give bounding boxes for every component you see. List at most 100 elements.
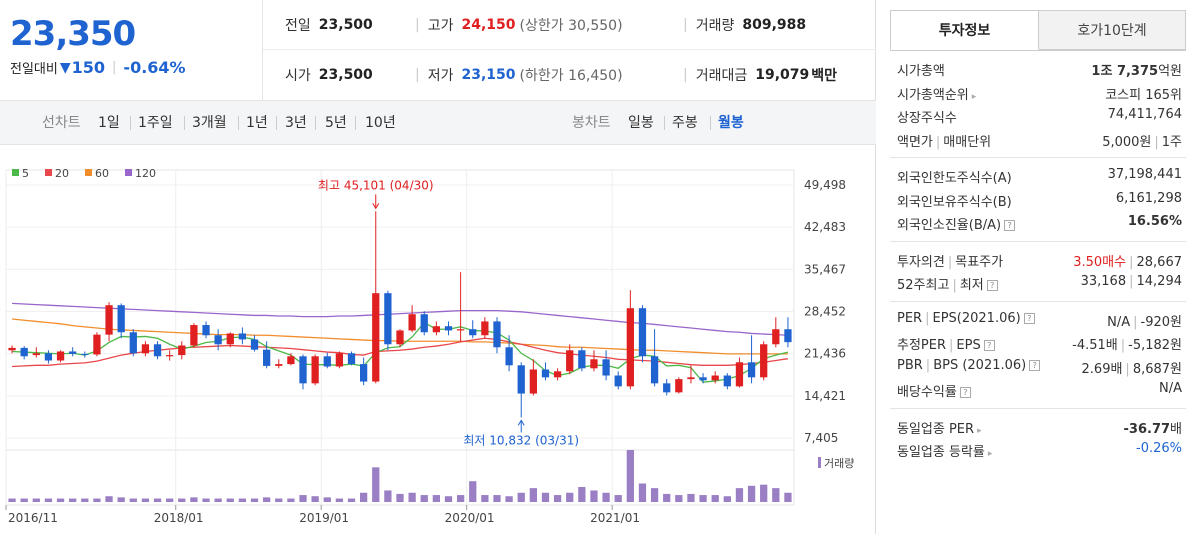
divider: | bbox=[947, 254, 953, 270]
help-icon[interactable]: ? bbox=[959, 387, 971, 398]
candle-body bbox=[650, 356, 659, 384]
volume-bar bbox=[32, 498, 40, 502]
volume-bar bbox=[335, 498, 344, 502]
period-10year[interactable]: 10년 bbox=[365, 115, 396, 131]
current-price: 23,350 bbox=[10, 14, 136, 54]
divider: | bbox=[112, 60, 117, 75]
tab-invest-info[interactable]: 투자정보 bbox=[890, 10, 1039, 50]
volume-bar bbox=[117, 497, 125, 502]
volume-bar bbox=[760, 484, 768, 502]
open-value: 23,500 bbox=[318, 67, 373, 83]
period-1day[interactable]: 1일 bbox=[98, 115, 120, 131]
par-trade-value: 5,000원 | 1주 bbox=[1102, 131, 1182, 150]
volume-bar bbox=[663, 493, 671, 502]
candle-body bbox=[93, 334, 101, 355]
dividend-label: 배당수익률 bbox=[897, 385, 957, 400]
y-tick-label: 21,436 bbox=[804, 347, 846, 361]
help-icon[interactable]: ? bbox=[986, 280, 998, 291]
candle-body bbox=[784, 329, 792, 343]
candle-body bbox=[760, 344, 768, 378]
sector-rate-label-wrap[interactable]: 동일업종 등락률 ▸ bbox=[897, 441, 992, 460]
volume-bar bbox=[699, 495, 707, 502]
open-label: 시가 bbox=[285, 68, 311, 84]
candle-body bbox=[105, 305, 113, 335]
candle-body bbox=[566, 350, 574, 372]
opinion-label-wrap: 투자의견 | 목표주가 bbox=[897, 251, 1003, 270]
volume-bar bbox=[8, 498, 16, 502]
volume-bar bbox=[93, 498, 101, 502]
period-3month[interactable]: 3개월 bbox=[192, 115, 227, 131]
volume-bar bbox=[347, 498, 356, 502]
summary-row-1: 전일 23,500 | 고가 24,150 (상한가 30,550) | 거래량… bbox=[263, 0, 876, 50]
volume-bar bbox=[166, 498, 174, 502]
per-value: N/A bbox=[1107, 314, 1131, 330]
volume-bar bbox=[44, 498, 53, 502]
candle-body bbox=[614, 375, 622, 387]
foreign-ratio-label-wrap: 외국인소진율(B/A)? bbox=[897, 214, 1016, 233]
candlestick-chart[interactable]: 49,498 42,483 35,467 28,452 21,436 14,421 7,40… bbox=[0, 145, 876, 534]
candle-body bbox=[384, 293, 392, 345]
help-icon[interactable]: ? bbox=[1023, 312, 1035, 324]
low-cell: | 저가 23,150 (하한가 16,450) bbox=[415, 50, 623, 100]
volume-bar bbox=[529, 488, 537, 502]
candle-monthly[interactable]: 월봉 bbox=[718, 115, 744, 131]
legend-swatch bbox=[12, 169, 19, 176]
period-1week[interactable]: 1주일 bbox=[138, 115, 173, 131]
candle-daily[interactable]: 일봉 bbox=[628, 115, 654, 131]
candle-body bbox=[238, 333, 247, 340]
candle-body bbox=[299, 356, 307, 384]
legend-label: 20 bbox=[55, 167, 69, 180]
est-per-label-wrap: 추정PER | EPS? bbox=[897, 334, 995, 353]
low-label: 저가 bbox=[427, 68, 454, 84]
foreign-ratio-label: 외국인소진율(B/A) bbox=[897, 218, 1002, 233]
help-icon[interactable]: ? bbox=[1004, 220, 1016, 231]
row-listed-shares: 상장주식수 74,411,764 bbox=[890, 104, 1186, 128]
stock-chart-area[interactable]: 49,498 42,483 35,467 28,452 21,436 14,421 7,40… bbox=[0, 145, 876, 534]
row-sector-rate: 동일업종 등락률 ▸ -0.26% bbox=[890, 438, 1186, 462]
pbr-label: PBR bbox=[897, 357, 923, 373]
sector-per-unit: 배 bbox=[1170, 421, 1182, 437]
help-icon[interactable]: ? bbox=[1029, 359, 1041, 371]
divider bbox=[710, 116, 711, 130]
row-est-per: 추정PER | EPS? -4.51배 | -5,182원 bbox=[890, 331, 1186, 355]
candle-body bbox=[44, 353, 53, 361]
max-arrow-head bbox=[372, 203, 380, 210]
help-icon[interactable]: ? bbox=[983, 340, 995, 351]
market-cap-rank-label-wrap[interactable]: 시가총액순위 ▸ bbox=[897, 84, 976, 103]
lower-limit-value: 16,450) bbox=[568, 68, 623, 84]
volume-bar bbox=[723, 496, 731, 502]
y-tick-label: 49,498 bbox=[804, 178, 846, 192]
volume-bar bbox=[650, 488, 659, 502]
candle-body bbox=[493, 321, 501, 348]
volume-bar bbox=[711, 495, 719, 502]
candle-body bbox=[141, 344, 150, 354]
candle-body bbox=[456, 329, 465, 331]
target-value: 28,667 bbox=[1136, 254, 1183, 270]
volume-bar bbox=[238, 498, 247, 502]
candle-body bbox=[250, 339, 259, 350]
sector-per-label-wrap[interactable]: 동일업종 PER ▸ bbox=[897, 418, 982, 437]
volume-bar bbox=[226, 498, 234, 502]
x-tick-label: 2020/01 bbox=[445, 511, 495, 525]
candle-body bbox=[481, 321, 489, 336]
prev-close-cell: 전일 23,500 bbox=[285, 0, 373, 50]
divider: | bbox=[925, 310, 930, 326]
volume-cell: | 거래량 809,988 bbox=[683, 0, 806, 50]
candle-body bbox=[32, 353, 40, 356]
period-5year[interactable]: 5년 bbox=[325, 115, 347, 131]
sector-per-value: -36.77 bbox=[1123, 421, 1171, 437]
summary-row-2: 시가 23,500 | 저가 23,150 (하한가 16,450) | 거래대… bbox=[263, 50, 876, 100]
candle-weekly[interactable]: 주봉 bbox=[672, 115, 698, 131]
period-3year[interactable]: 3년 bbox=[285, 115, 307, 131]
period-1year[interactable]: 1년 bbox=[246, 115, 268, 131]
volume-bar bbox=[566, 492, 574, 502]
candle-body bbox=[202, 325, 210, 336]
divider bbox=[276, 116, 277, 130]
candle-body bbox=[372, 293, 380, 382]
volume-bar bbox=[517, 492, 525, 502]
row-opinion: 투자의견 | 목표주가 3.50매수 | 28,667 bbox=[890, 248, 1186, 272]
tab-order-book[interactable]: 호가10단계 bbox=[1038, 10, 1186, 50]
candle-body bbox=[602, 359, 610, 376]
row-52week: 52주최고 | 최저? 33,168 | 14,294 bbox=[890, 271, 1186, 295]
chevron-right-icon: ▸ bbox=[987, 449, 993, 459]
